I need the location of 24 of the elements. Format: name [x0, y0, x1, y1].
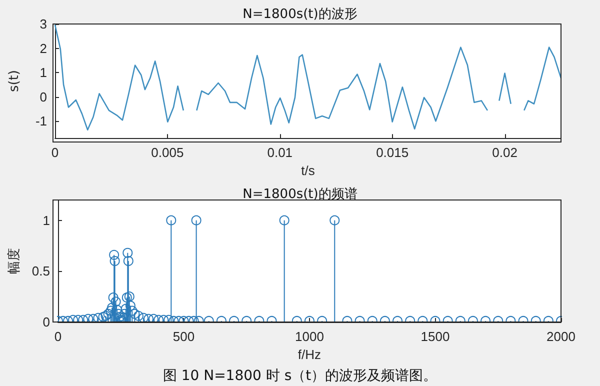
x-axis-title: t/s [301, 163, 316, 178]
y-axis-title: 幅度 [6, 248, 22, 274]
y-axis-title: s(t) [7, 70, 22, 92]
y-tick-label: 0.5 [32, 264, 50, 279]
x-tick-label: 2000 [546, 329, 576, 344]
x-axis-title: f/Hz [298, 346, 322, 362]
x-tick-label: 0 [54, 329, 62, 344]
x-tick-label: 0.01 [267, 145, 293, 160]
y-tick-label: 2 [40, 40, 47, 56]
y-tick-label: 0 [42, 314, 50, 330]
x-tick-label: 0.015 [376, 145, 409, 160]
x-tick-label: 0.02 [492, 145, 518, 160]
y-tick-label: 3 [40, 16, 47, 32]
x-tick-label: 1500 [420, 329, 450, 344]
x-tick-label: 0.005 [151, 145, 184, 160]
x-tick-label: 1000 [295, 329, 324, 344]
y-tick-label: 1 [42, 212, 50, 228]
chart-title: N=1800s(t)的频谱 [242, 187, 358, 202]
x-tick-label: 500 [172, 329, 195, 344]
caption: 图 10 N=1800 时 s（t）的波形及频谱图。 [162, 368, 438, 384]
y-tick-label: 0 [40, 89, 47, 104]
y-tick-label: 1 [40, 65, 47, 80]
y-tick-label: -1 [35, 114, 47, 129]
chart-title: N=1800s(t)的波形 [242, 7, 358, 22]
